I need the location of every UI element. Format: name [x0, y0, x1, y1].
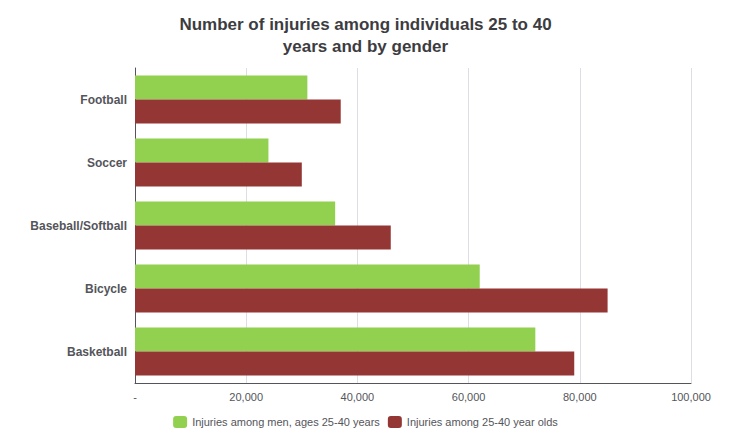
svg-text:Football: Football	[80, 93, 127, 107]
svg-text:Soccer: Soccer	[87, 156, 127, 170]
svg-text:-: -	[133, 391, 137, 403]
svg-text:80,000: 80,000	[563, 391, 597, 403]
svg-text:Number of injuries among indiv: Number of injuries among individuals 25 …	[179, 15, 551, 34]
svg-text:Injuries among 25-40 year olds: Injuries among 25-40 year olds	[407, 416, 559, 428]
svg-text:Injuries among men, ages 25-40: Injuries among men, ages 25-40 years	[192, 416, 380, 428]
svg-text:40,000: 40,000	[341, 391, 375, 403]
svg-text:years and by gender: years and by gender	[283, 37, 449, 56]
svg-text:Baseball/Softball: Baseball/Softball	[30, 219, 127, 233]
svg-text:20,000: 20,000	[229, 391, 263, 403]
svg-text:Bicycle: Bicycle	[85, 282, 127, 296]
svg-text:60,000: 60,000	[452, 391, 486, 403]
svg-text:100,000: 100,000	[671, 391, 711, 403]
svg-text:Basketball: Basketball	[67, 345, 127, 359]
